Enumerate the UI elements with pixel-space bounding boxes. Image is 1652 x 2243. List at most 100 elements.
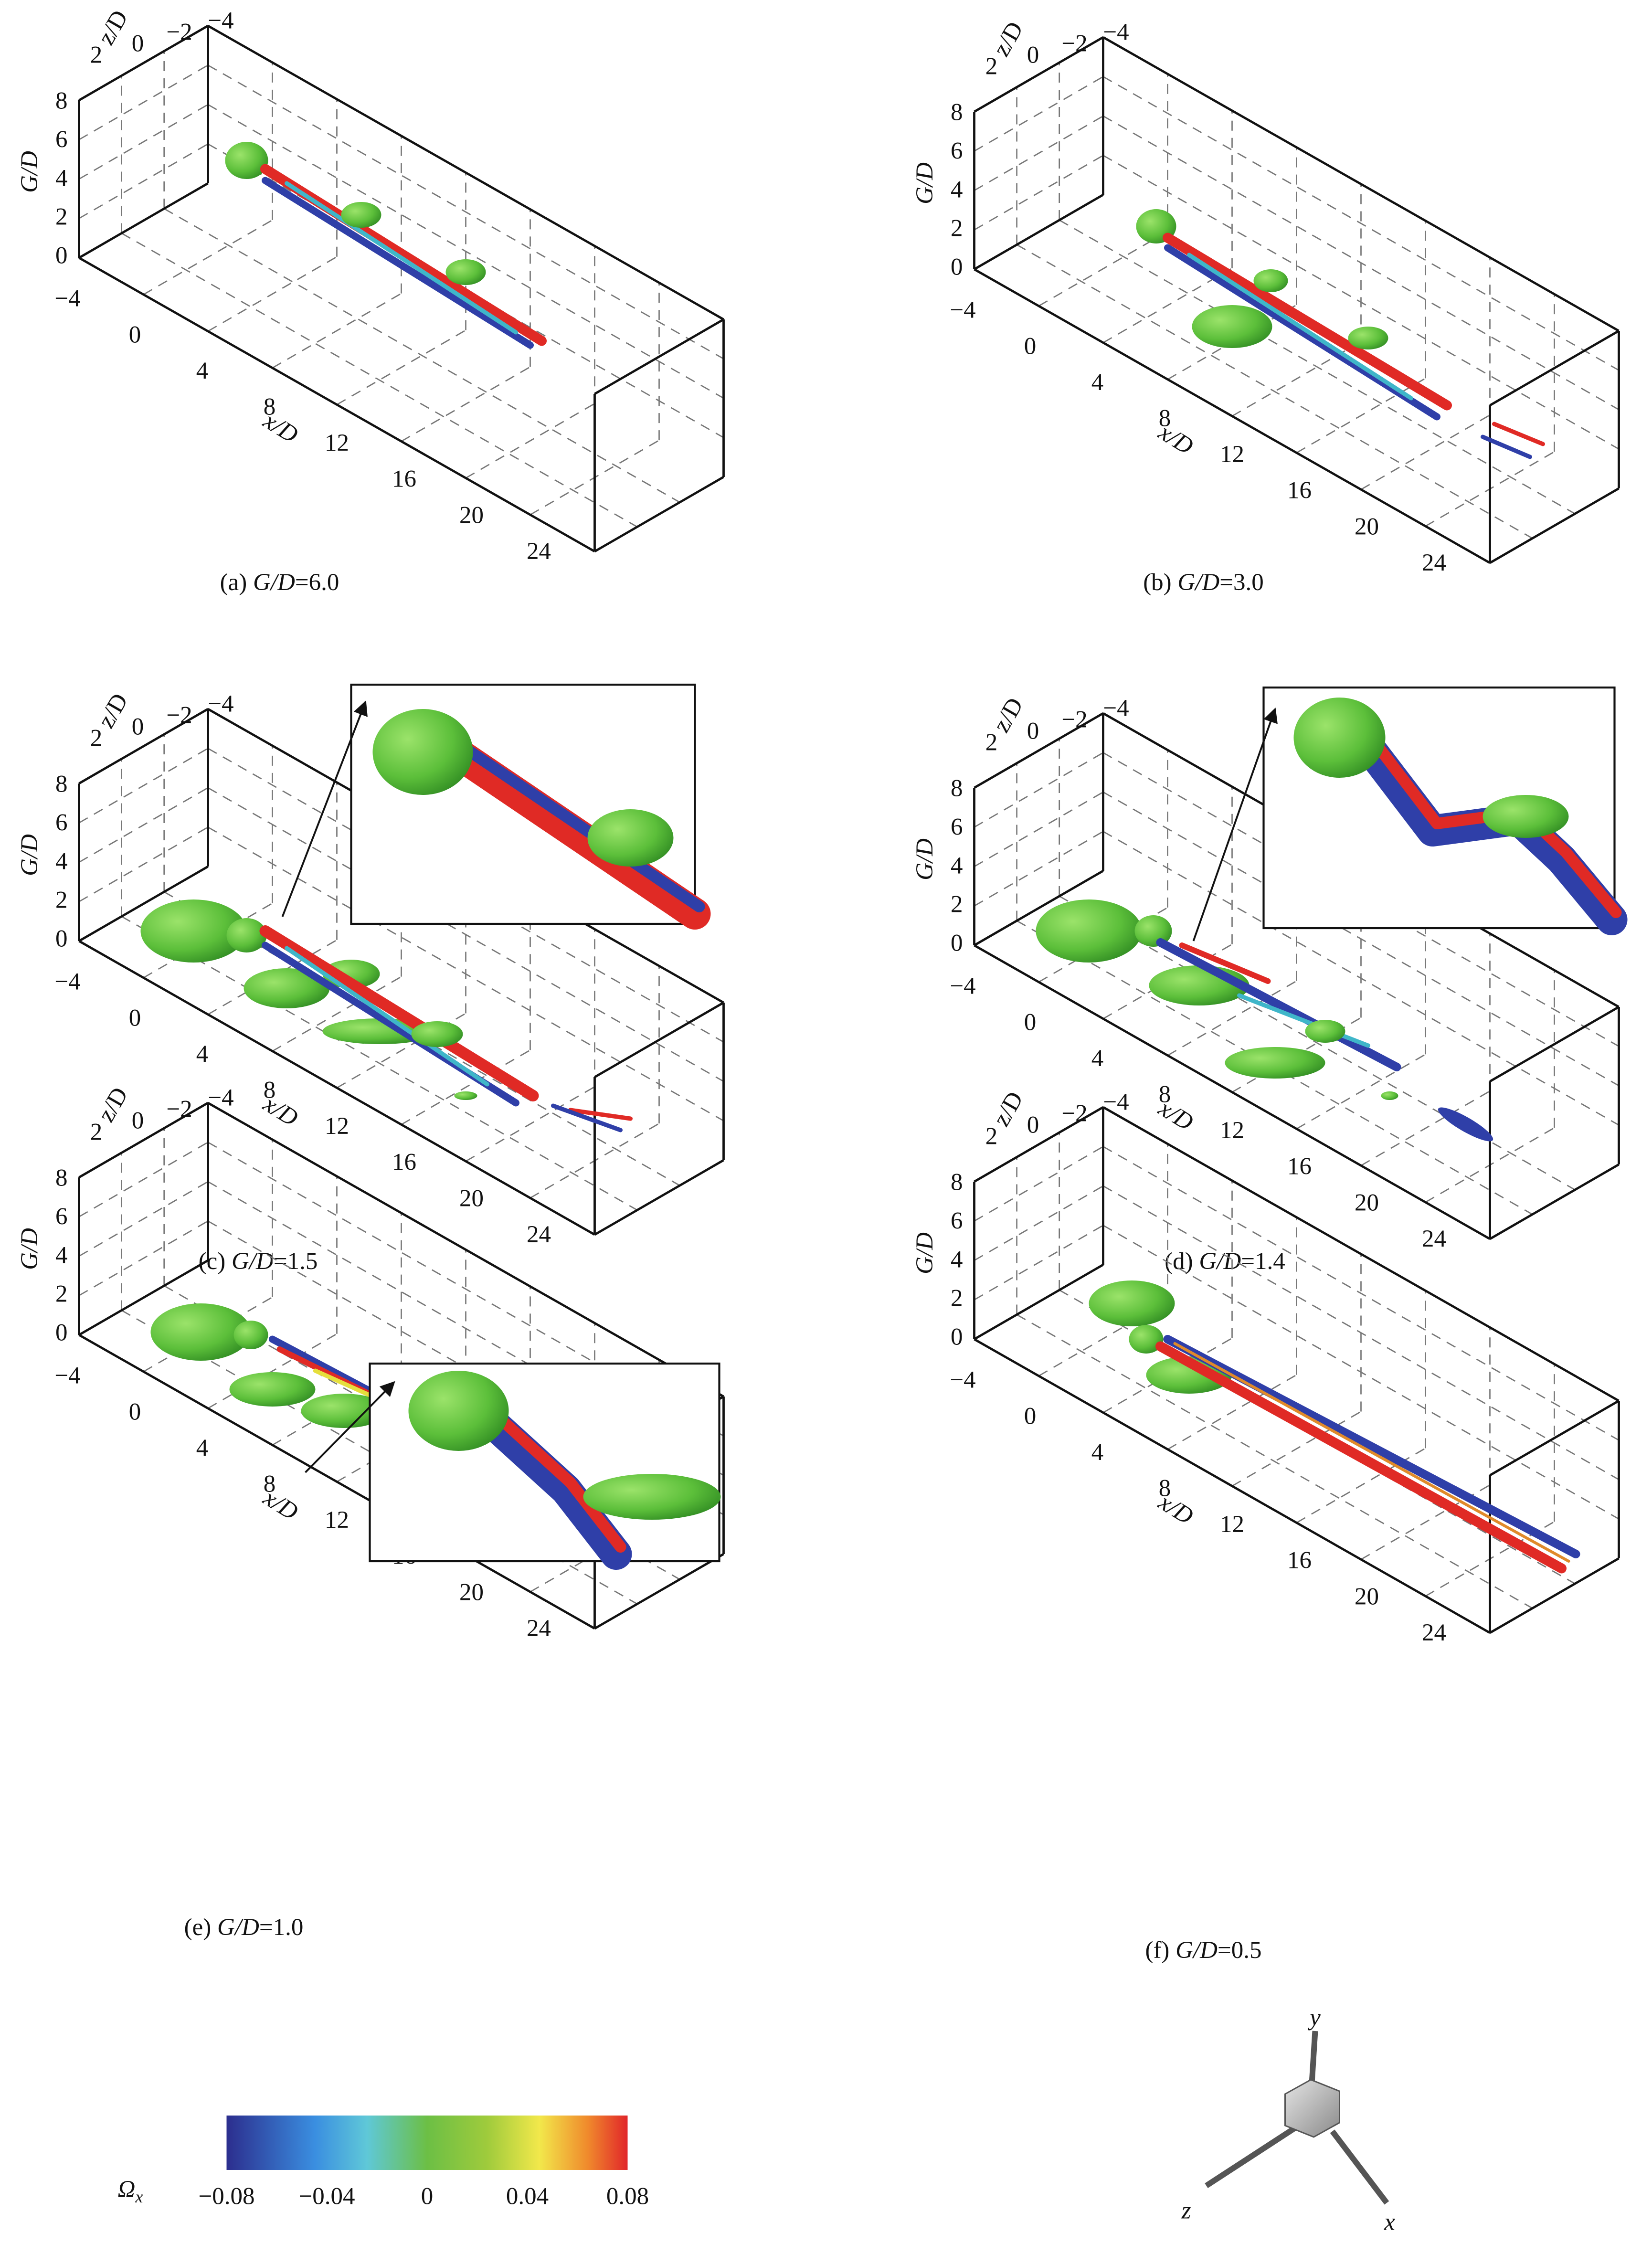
x-tick-label: 8 bbox=[264, 394, 276, 421]
box-edge bbox=[974, 1106, 1104, 1183]
x-tick-label: 12 bbox=[1220, 1117, 1244, 1144]
colorbar-subscript: x bbox=[135, 2187, 143, 2206]
grid-line bbox=[465, 1086, 595, 1162]
caption-part: G/D bbox=[1177, 569, 1219, 596]
grid-line bbox=[336, 329, 466, 405]
vortex-streak bbox=[568, 1108, 633, 1121]
box-edge bbox=[594, 1553, 724, 1630]
x-tick-label: 20 bbox=[459, 502, 484, 529]
vortex-isosurface bbox=[301, 1394, 387, 1428]
x-tick-label: 4 bbox=[1091, 369, 1104, 396]
y-tick-label: 4 bbox=[951, 177, 963, 203]
z-tick-label: −4 bbox=[1103, 19, 1129, 46]
x-tick-label: 12 bbox=[325, 1113, 349, 1140]
x-tick-label: 12 bbox=[325, 430, 349, 456]
y-axis-label: G/D bbox=[16, 1228, 43, 1270]
y-tick-label: 6 bbox=[951, 814, 963, 841]
x-tick-label: 4 bbox=[196, 1041, 209, 1068]
x-tick-label: −4 bbox=[950, 973, 975, 1000]
box-edge bbox=[78, 256, 595, 553]
caption-part: G/D bbox=[1199, 1248, 1241, 1275]
box-edge bbox=[974, 1338, 1491, 1634]
vortex-isosurface bbox=[454, 1091, 477, 1100]
grid-line bbox=[1102, 76, 1620, 371]
caption-part: (c) bbox=[199, 1248, 232, 1275]
x-tick-label: 12 bbox=[1220, 1511, 1244, 1538]
box-edge bbox=[207, 24, 724, 321]
grid-line bbox=[207, 1181, 724, 1476]
box-edge bbox=[594, 476, 724, 553]
x-tick-label: 24 bbox=[527, 1615, 551, 1642]
z-tick-label: −2 bbox=[166, 19, 192, 46]
x-tick-label: 16 bbox=[1287, 1547, 1312, 1574]
caption: (a) G/D=6.0 bbox=[220, 569, 339, 596]
triad-label: z bbox=[1181, 2198, 1191, 2224]
axis-triad: y z x bbox=[1181, 2004, 1396, 2236]
y-tick-label: 4 bbox=[951, 853, 963, 879]
box-edge bbox=[78, 24, 209, 102]
vortex-streak bbox=[1155, 1341, 1567, 1574]
caption-part: (e) bbox=[184, 1914, 217, 1941]
grid-line bbox=[164, 208, 680, 503]
x-tick-label: 4 bbox=[1091, 1045, 1104, 1072]
colorbar: −0.08 −0.04 0 0.04 0.08 Ωx bbox=[118, 2116, 649, 2210]
grid-line bbox=[974, 76, 1104, 152]
box-edge bbox=[974, 268, 1491, 564]
z-tick-label: −4 bbox=[208, 691, 233, 718]
y-tick-label: 4 bbox=[951, 1247, 963, 1273]
caption-part: =1.5 bbox=[274, 1248, 318, 1275]
caption-part: G/D bbox=[1175, 1937, 1218, 1964]
y-tick-label: 8 bbox=[55, 1165, 68, 1192]
vortex-isosurface bbox=[150, 1303, 251, 1361]
x-tick-label: 24 bbox=[527, 538, 551, 565]
caption-part: (a) bbox=[220, 569, 253, 596]
vortex-streak bbox=[259, 925, 539, 1101]
x-tick-label: 8 bbox=[264, 1471, 276, 1498]
caption-part: =1.0 bbox=[259, 1914, 304, 1941]
y-tick-label: 0 bbox=[55, 926, 68, 952]
grid-line bbox=[78, 1142, 209, 1217]
grid-line bbox=[1059, 219, 1576, 515]
grid-line bbox=[207, 1142, 724, 1437]
y-tick-label: 4 bbox=[55, 1242, 68, 1269]
caption-part: G/D bbox=[217, 1914, 259, 1941]
x-tick-label: 16 bbox=[1287, 1153, 1312, 1180]
grid-line bbox=[272, 293, 402, 369]
inset-streak bbox=[440, 736, 711, 930]
box-edge bbox=[594, 318, 724, 395]
x-tick-label: −4 bbox=[54, 1363, 80, 1389]
y-tick-label: 0 bbox=[55, 243, 68, 269]
vortex-streak bbox=[1163, 1335, 1580, 1558]
z-tick-label: 2 bbox=[90, 42, 103, 69]
box-edge bbox=[78, 1333, 595, 1630]
triad-label: y bbox=[1307, 2004, 1321, 2031]
x-tick-label: 16 bbox=[392, 466, 416, 493]
vortex-streak bbox=[1173, 1342, 1570, 1563]
grid-line bbox=[1167, 980, 1297, 1056]
box-edge bbox=[78, 1101, 209, 1179]
grid-line bbox=[207, 1333, 338, 1409]
y-tick-label: 2 bbox=[55, 887, 68, 914]
grid-line bbox=[1296, 1054, 1426, 1130]
x-tick-label: 24 bbox=[1422, 1226, 1446, 1252]
caption-part: G/D bbox=[232, 1248, 274, 1275]
grid-line bbox=[1102, 267, 1233, 343]
x-tick-label: 20 bbox=[459, 1185, 484, 1212]
colorbar-tick-label: 0 bbox=[421, 2183, 434, 2210]
grid-line bbox=[974, 155, 1104, 231]
x-tick-label: 20 bbox=[1355, 513, 1379, 540]
x-tick-label: 0 bbox=[1024, 1403, 1037, 1429]
x-tick-label: −4 bbox=[54, 969, 80, 995]
vortex-isosurface bbox=[1089, 1280, 1175, 1326]
y-tick-label: 8 bbox=[55, 88, 68, 115]
x-tick-label: 0 bbox=[129, 321, 141, 348]
z-tick-label: 0 bbox=[132, 714, 144, 741]
x-tick-label: −4 bbox=[54, 286, 80, 312]
vortex-isosurface bbox=[445, 259, 486, 285]
grid-line bbox=[78, 64, 209, 140]
z-tick-label: 2 bbox=[90, 725, 103, 752]
x-tick-label: 4 bbox=[196, 1435, 209, 1461]
z-tick-label: 2 bbox=[985, 1123, 998, 1150]
